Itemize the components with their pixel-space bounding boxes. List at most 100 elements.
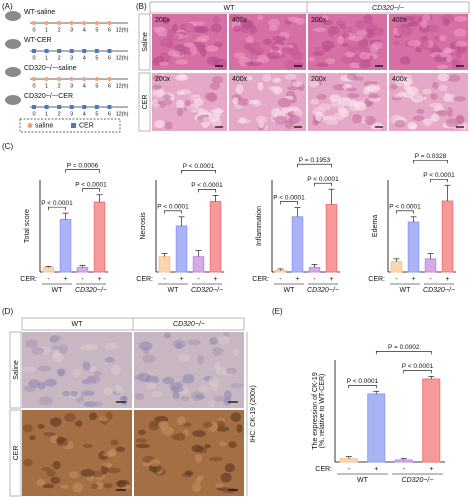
saline-marker [94,21,99,25]
micrograph-texture [213,395,227,402]
micrograph-texture [430,93,438,100]
micrograph-texture [368,97,381,103]
micrograph-texture [29,435,36,441]
micrograph-texture [277,97,292,108]
micrograph-texture [410,93,424,103]
micrograph-texture [25,339,38,349]
micrograph-texture [448,93,456,103]
micrograph-texture [193,98,204,106]
micrograph-texture [72,482,84,493]
micrograph-texture [215,483,225,489]
significance-bracket [82,188,100,192]
micrograph-texture [44,378,57,387]
micrograph-texture [103,386,113,396]
p-value: P < 0.0001 [157,204,189,211]
micrograph-texture [110,439,119,446]
group-label: CD320−/− [75,287,107,294]
micrograph-texture [324,119,339,125]
x-tick-label: + [295,276,299,283]
micrograph-texture [152,75,164,81]
x-tick-label: - [313,276,316,283]
cer-marker [71,123,76,128]
micrograph-texture [340,96,351,102]
micrograph-texture [244,42,252,50]
micrograph-texture [194,453,203,463]
magnification: 200x [311,76,327,83]
significance-bracket [348,384,377,389]
column-header: WT [72,321,84,328]
micrograph-texture [192,430,206,437]
micrograph-texture [62,390,70,397]
micrograph-texture [400,15,415,21]
micrograph-texture [144,375,159,385]
panel-label: (E) [272,307,283,316]
micrograph-texture [180,396,190,402]
micrograph-texture [162,376,175,385]
y-axis-label: Necrosis [140,212,147,240]
micrograph-texture [287,16,300,23]
micrograph-texture [342,33,350,38]
micrograph-texture [50,417,62,427]
significance-bracket [181,170,216,174]
row-header-box [9,409,22,497]
x-tick-label: + [63,276,67,283]
micrograph-texture [209,82,221,91]
micrograph-texture [210,108,225,114]
micrograph-texture [423,118,432,127]
micrograph-texture [115,387,125,394]
p-value: P < 0.0001 [389,204,421,211]
micrograph-texture [200,47,207,57]
saline-marker [82,77,87,81]
x-tick-label: - [395,276,398,283]
saline-marker [69,21,74,25]
micrograph-texture [286,86,301,91]
bar [209,200,222,273]
micrograph-texture [453,15,468,22]
micrograph-texture [165,42,175,48]
p-value: P < 0.0001 [347,378,379,385]
micrograph-texture [364,115,376,126]
micrograph-texture [82,361,91,371]
micrograph-texture [445,118,460,128]
saline-marker [27,123,33,128]
saline-marker [44,21,49,25]
micrograph-texture [197,354,204,365]
micrograph-texture [257,120,265,128]
x-tick-label: + [329,276,333,283]
group-label: CD320−/−-CER [24,93,73,100]
cer-marker [94,105,99,109]
group-label: CD320−/− [191,287,223,294]
mouse-icon [5,11,21,21]
micrograph-texture [322,15,329,21]
micrograph-texture [230,383,244,388]
group-label: WT [400,287,412,294]
timeline-label: 1 [45,111,48,117]
p-value: P < 0.0001 [307,176,339,183]
panel-label: (A) [2,2,13,11]
micrograph-texture [315,111,323,122]
micrograph-texture [339,24,347,30]
timeline-label: 1 [45,55,48,61]
bar [175,225,188,273]
micrograph-texture [346,73,358,80]
micrograph-texture [191,444,204,452]
cer-marker [82,105,87,109]
significance-bracket [396,210,414,214]
saline-marker [32,21,36,25]
micrograph-texture [173,44,187,52]
row-header: Saline [142,32,149,52]
micrograph-texture [119,395,128,401]
micrograph-texture [50,334,61,342]
p-value: P < 0.0001 [41,200,73,207]
timeline-label: 5 [95,111,98,117]
bar [325,204,338,273]
micrograph-texture [37,365,52,372]
micrograph-texture [236,424,243,433]
micrograph-texture [337,36,344,44]
x-tick-label: + [445,276,449,283]
significance-bracket [164,210,182,214]
cer-marker [57,49,62,53]
micrograph-texture [31,346,45,355]
x-tick-label: + [213,276,217,283]
micrograph-texture [446,74,461,82]
